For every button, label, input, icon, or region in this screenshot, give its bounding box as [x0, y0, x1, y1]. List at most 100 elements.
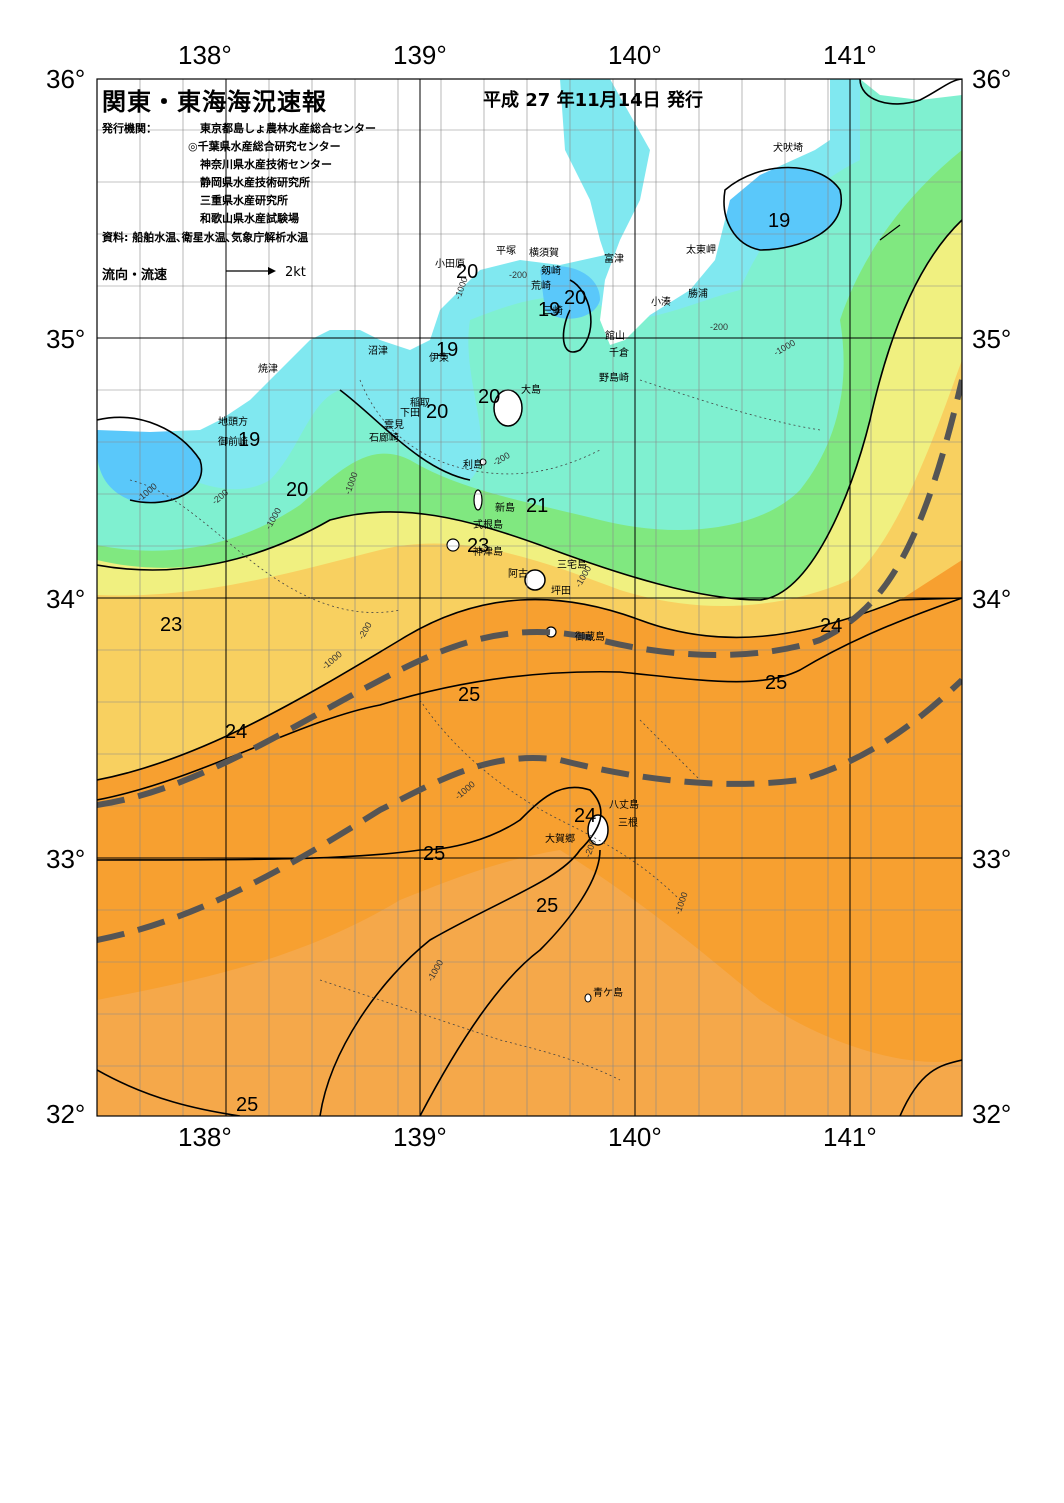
depth-label: -200: [710, 322, 728, 332]
flow-scale-label: 2kt: [285, 265, 306, 280]
miyake-island: [524, 569, 546, 591]
lat-left-36: 36°: [46, 64, 85, 94]
place-label: 式根島: [473, 518, 503, 531]
place-label: 雲見: [384, 419, 404, 431]
iso-label: 25: [536, 895, 558, 917]
organization-item: 和歌山県水産試験場: [200, 212, 299, 225]
place-names: 犬吠埼 太東岬 勝浦 小湊 富津 横須賀 平塚 小田原 剱崎 荒崎 三崎 館山 …: [218, 141, 803, 999]
lat-right-33: 33°: [972, 844, 1011, 874]
iso-label: 23: [160, 614, 182, 636]
lat-left-32: 32°: [46, 1099, 85, 1129]
lat-right-35: 35°: [972, 324, 1011, 354]
iso-label: 23: [467, 535, 489, 557]
iso-label: 25: [765, 672, 787, 694]
lat-right-36: 36°: [972, 64, 1011, 94]
depth-label: -200: [509, 270, 527, 280]
iso-label: 20: [478, 386, 500, 408]
iso-label: 25: [458, 684, 480, 706]
iso-label: 20: [286, 479, 308, 501]
lon-bottom-140: 140°: [608, 1122, 662, 1152]
lat-left-33: 33°: [46, 844, 85, 874]
lon-top-138: 138°: [178, 40, 232, 70]
boso-land: [600, 79, 830, 345]
major-grid-lines: [97, 79, 962, 1116]
organization-item: 神奈川県水産技術センター: [200, 158, 332, 171]
place-label: 野島崎: [599, 371, 629, 384]
iso-label: 20: [426, 401, 448, 423]
honshu-land: [97, 79, 605, 432]
flow-scale-arrow: [226, 267, 276, 275]
place-label: 横須賀: [529, 246, 559, 259]
place-label: 伊東: [429, 351, 449, 364]
iso-label: 24: [225, 721, 247, 743]
place-label: 小湊: [651, 295, 671, 308]
place-label: 剱崎: [541, 264, 561, 277]
place-label: 阿古: [508, 567, 528, 580]
place-label: 利島: [463, 458, 483, 471]
hachijo-island: [587, 814, 609, 846]
place-label: 三根: [618, 816, 638, 829]
place-label: 荒崎: [531, 279, 551, 292]
place-label: 御蔵島: [575, 630, 605, 643]
isotherm-labels: 19 20 19 20 19 20 20 19 20 21 23 23 24 2…: [160, 210, 842, 1116]
place-label: 太東岬: [686, 243, 716, 256]
iso-label: 19: [238, 429, 260, 451]
lat-right-34: 34°: [972, 584, 1011, 614]
lat-right-32: 32°: [972, 1099, 1011, 1129]
place-label: 神津島: [473, 545, 503, 558]
place-label: 大島: [521, 383, 541, 396]
place-label: 下田: [400, 408, 420, 419]
iso-label: 25: [423, 843, 445, 865]
organization-item: 東京都島しょ農林水産総合センター: [200, 122, 376, 135]
place-label: 地頭方: [218, 415, 248, 428]
issuer-label: 発行機関：: [102, 122, 157, 135]
lon-top-139: 139°: [393, 40, 447, 70]
lon-top-140: 140°: [608, 40, 662, 70]
organization-item: 静岡県水産技術研究所: [200, 176, 310, 189]
iso-label: 19: [436, 339, 458, 361]
place-label: 大賀郷: [545, 832, 575, 845]
depth-contours: [129, 379, 821, 1081]
flow-legend-label: 流向・流速: [102, 268, 168, 283]
toshima-island: [479, 458, 487, 466]
place-label: 三宅島: [557, 558, 587, 571]
lon-bottom-138: 138°: [178, 1122, 232, 1152]
zone-19-boso: [724, 167, 842, 250]
niijima-island: [473, 489, 483, 511]
zone-25-south: [97, 850, 962, 1116]
place-label: 稲取: [410, 397, 430, 409]
issue-date: 平成 27 年11月14日 発行: [483, 90, 703, 111]
place-label: 富津: [604, 252, 624, 265]
zone-19-west: [97, 417, 202, 503]
place-label: 青ケ島: [593, 986, 623, 999]
organization-item: 三重県水産研究所: [200, 194, 288, 207]
iso-label: 24: [820, 615, 842, 637]
place-label: 石廊崎: [369, 431, 399, 444]
place-label: 千倉: [609, 346, 629, 359]
isotherm-contours: [97, 79, 962, 1116]
map-frame: [96, 78, 963, 1117]
iso-label: 20: [456, 261, 478, 283]
place-label: 勝浦: [688, 287, 708, 300]
iso-label: 25: [236, 1094, 258, 1116]
data-sources: 資料: 船舶水温､衛星水温､気象庁解析水温: [102, 231, 309, 244]
kuroshio-currents: [97, 379, 962, 943]
iso-label: 19: [768, 210, 790, 232]
place-label: 犬吠埼: [773, 141, 803, 154]
kozushima-island: [446, 538, 460, 552]
place-label: 新島: [495, 501, 515, 514]
place-label: 御前崎: [218, 435, 248, 448]
iso-label: 24: [574, 805, 596, 827]
iso-label: 21: [526, 495, 548, 517]
northeast-land: [860, 79, 962, 100]
temperature-fill: [97, 79, 962, 1116]
axis-labels: 138° 139° 140° 141° 138° 139° 140° 141° …: [46, 40, 1011, 1152]
aogashima-island: [584, 993, 592, 1003]
lon-bottom-139: 139°: [393, 1122, 447, 1152]
organization-item: ◎千葉県水産総合研究センター: [188, 140, 341, 153]
lat-left-35: 35°: [46, 324, 85, 354]
map-title: 関東・東海海況速報: [102, 88, 327, 116]
place-label: 沼津: [368, 344, 388, 357]
iso-label: 19: [538, 299, 560, 321]
